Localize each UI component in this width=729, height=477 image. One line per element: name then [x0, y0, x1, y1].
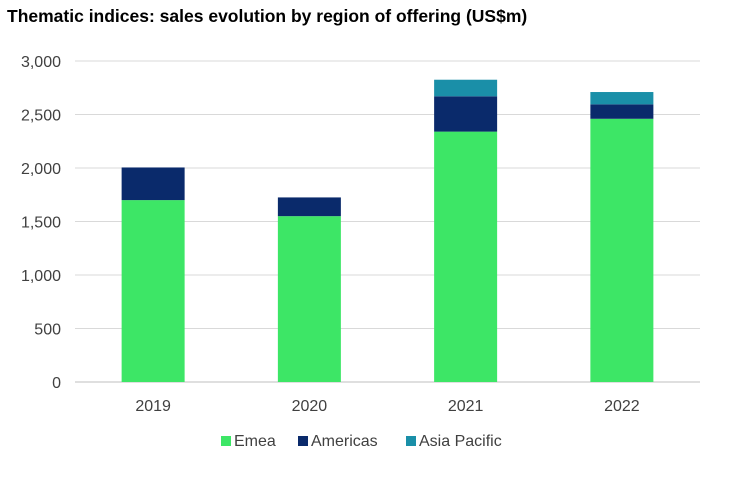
y-axis-ticks: 0 500 1,000 1,500 2,000 2,500 3,000 — [21, 54, 61, 392]
bar-americas-2019 — [121, 167, 185, 201]
y-tick-label: 3,000 — [21, 54, 61, 71]
bar-americas-2022 — [590, 104, 654, 119]
y-tick-label: 2,000 — [21, 161, 61, 178]
x-tick-label: 2021 — [448, 398, 484, 415]
y-tick-label: 500 — [34, 322, 61, 339]
legend: Emea Americas Asia Pacific — [221, 433, 502, 450]
y-tick-label: 1,000 — [21, 268, 61, 285]
bar-emea-2022 — [590, 118, 654, 382]
legend-label: Emea — [234, 433, 276, 450]
bars — [121, 79, 654, 382]
legend-label: Americas — [311, 433, 378, 450]
bar-asia-pacific-2022 — [590, 92, 654, 105]
chart-title: Thematic indices: sales evolution by reg… — [7, 6, 528, 26]
legend-swatch-emea — [221, 436, 231, 446]
legend-swatch-asia-pacific — [406, 436, 416, 446]
y-tick-label: 2,500 — [21, 108, 61, 125]
x-tick-label: 2022 — [604, 398, 640, 415]
legend-swatch-americas — [298, 436, 308, 446]
bar-emea-2020 — [277, 216, 341, 382]
y-tick-label: 1,500 — [21, 215, 61, 232]
bar-asia-pacific-2021 — [434, 79, 498, 97]
y-tick-label: 0 — [52, 375, 61, 392]
bar-emea-2021 — [434, 131, 498, 382]
bar-emea-2019 — [121, 200, 185, 382]
x-axis-ticks: 2019 2020 2021 2022 — [135, 398, 639, 415]
bar-americas-2020 — [277, 197, 341, 217]
x-tick-label: 2020 — [292, 398, 328, 415]
legend-label: Asia Pacific — [419, 433, 502, 450]
x-tick-label: 2019 — [135, 398, 171, 415]
bar-americas-2021 — [434, 96, 498, 132]
